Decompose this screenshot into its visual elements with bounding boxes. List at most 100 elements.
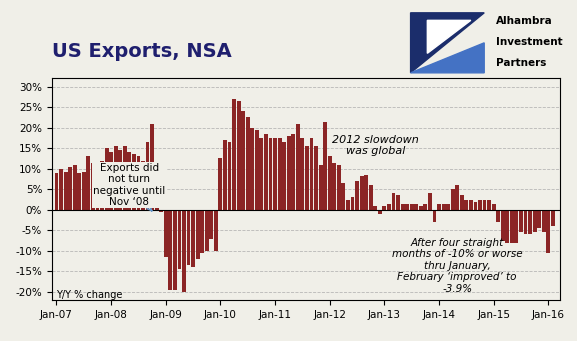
Bar (73, 165, 77, 210)
Bar (328, 157, 332, 210)
Bar (77, 173, 81, 210)
Text: Investment: Investment (496, 37, 563, 47)
Bar (424, 204, 428, 210)
Bar (114, 146, 118, 210)
Bar (451, 189, 455, 210)
Text: After four straight
months of -10% or worse
thru January,
February ‘improved’ to: After four straight months of -10% or wo… (392, 238, 523, 294)
Bar (246, 117, 250, 210)
Bar (205, 210, 209, 251)
Bar (164, 210, 168, 257)
Bar (159, 210, 163, 212)
Bar (132, 154, 136, 210)
Bar (155, 171, 159, 210)
Bar (291, 134, 295, 210)
Bar (209, 210, 213, 238)
Bar (223, 140, 227, 210)
Bar (337, 165, 341, 210)
Bar (364, 175, 368, 210)
Bar (346, 199, 350, 210)
Bar (186, 210, 190, 265)
Bar (191, 210, 195, 267)
Bar (410, 204, 414, 210)
Bar (369, 185, 373, 210)
Bar (492, 204, 496, 210)
Bar (273, 138, 277, 210)
Bar (464, 199, 469, 210)
Bar (255, 130, 259, 210)
Bar (282, 142, 286, 210)
Bar (392, 193, 395, 210)
Bar (323, 121, 327, 210)
Bar (319, 165, 323, 210)
Polygon shape (428, 20, 471, 53)
Bar (219, 159, 222, 210)
Bar (237, 101, 241, 210)
Bar (400, 204, 404, 210)
Bar (168, 210, 173, 290)
Bar (200, 210, 204, 253)
Bar (478, 199, 482, 210)
Bar (296, 123, 300, 210)
Bar (63, 172, 68, 210)
Text: Exports did
not turn
negative until
Nov ‘08: Exports did not turn negative until Nov … (93, 163, 166, 211)
Bar (387, 204, 391, 210)
Bar (287, 136, 291, 210)
Bar (383, 207, 386, 210)
Bar (178, 210, 181, 269)
Bar (359, 176, 364, 210)
Bar (100, 161, 104, 210)
Polygon shape (411, 13, 484, 73)
Text: Alhambra: Alhambra (496, 16, 553, 26)
Bar (182, 210, 186, 292)
Bar (551, 210, 555, 226)
Bar (351, 197, 354, 210)
Bar (446, 204, 450, 210)
Text: Y/Y % change: Y/Y % change (56, 290, 122, 300)
Bar (55, 173, 58, 210)
Bar (214, 210, 218, 251)
Bar (118, 150, 122, 210)
Bar (496, 210, 500, 222)
Bar (332, 163, 336, 210)
Bar (378, 210, 382, 214)
Bar (437, 204, 441, 210)
Bar (91, 163, 95, 210)
Bar (460, 195, 464, 210)
Bar (250, 128, 254, 210)
Bar (428, 193, 432, 210)
Bar (145, 142, 149, 210)
Bar (482, 199, 486, 210)
Bar (137, 157, 140, 210)
Bar (433, 210, 436, 222)
Bar (264, 134, 268, 210)
Bar (537, 210, 541, 228)
Bar (505, 210, 509, 242)
Bar (59, 169, 63, 210)
Bar (396, 195, 400, 210)
Bar (405, 204, 409, 210)
Bar (515, 210, 518, 242)
Bar (68, 167, 72, 210)
Bar (441, 204, 445, 210)
Bar (419, 206, 423, 210)
Bar (474, 202, 477, 210)
Bar (278, 138, 282, 210)
Bar (546, 210, 550, 253)
Bar (241, 111, 245, 210)
Bar (260, 138, 263, 210)
Bar (82, 172, 86, 210)
Bar (314, 146, 318, 210)
Bar (268, 138, 272, 210)
Bar (141, 161, 145, 210)
Text: Partners: Partners (496, 58, 546, 68)
Bar (455, 185, 459, 210)
Bar (301, 138, 304, 210)
Text: 2012 slowdown
was global: 2012 slowdown was global (332, 135, 419, 157)
Bar (128, 152, 132, 210)
Bar (414, 204, 418, 210)
Bar (173, 210, 177, 290)
Bar (523, 210, 527, 234)
Bar (533, 210, 537, 232)
Bar (542, 210, 546, 232)
Bar (227, 142, 231, 210)
